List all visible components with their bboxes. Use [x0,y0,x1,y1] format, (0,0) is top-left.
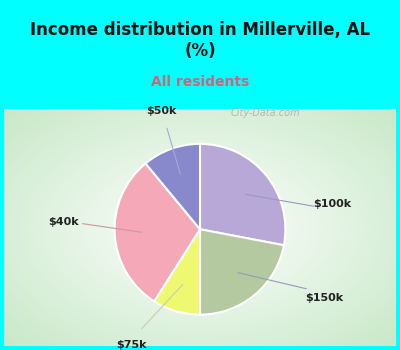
Text: Income distribution in Millerville, AL
(%): Income distribution in Millerville, AL (… [30,21,370,60]
Wedge shape [115,163,200,301]
Wedge shape [146,144,200,229]
Text: $75k: $75k [116,340,147,350]
Text: $50k: $50k [146,106,177,117]
Wedge shape [154,229,200,315]
Text: All residents: All residents [151,75,249,89]
Wedge shape [200,229,284,315]
Text: $40k: $40k [48,217,79,228]
Wedge shape [200,144,285,245]
Text: City-Data.com: City-Data.com [231,108,300,118]
Text: $150k: $150k [305,293,343,302]
Text: $100k: $100k [313,199,352,209]
